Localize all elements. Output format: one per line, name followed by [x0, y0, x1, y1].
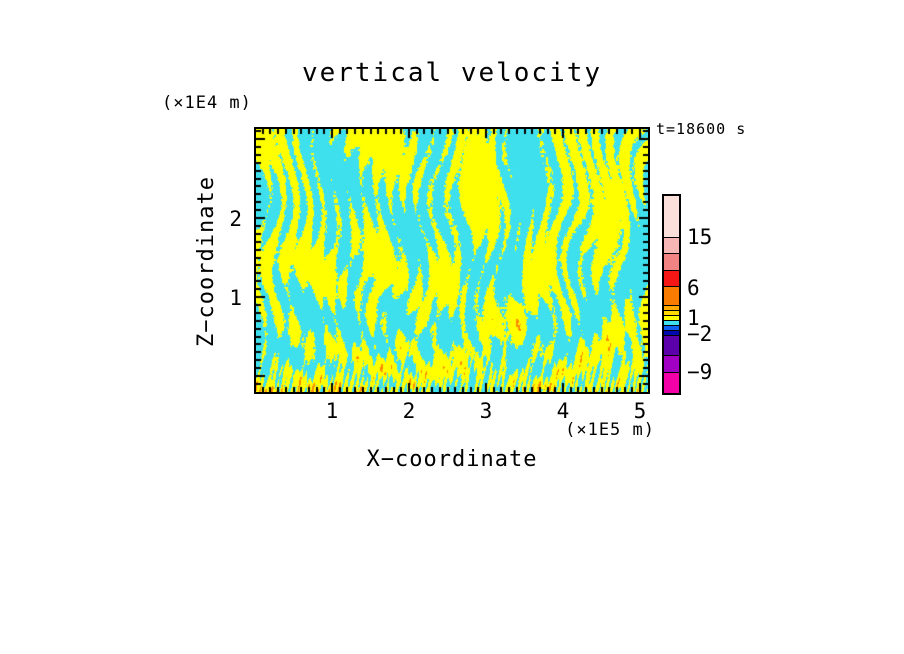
plot-frame — [254, 127, 650, 394]
colorbar-segment — [664, 331, 679, 336]
timestamp-annotation: t=18600 s — [656, 120, 747, 138]
x-tick-label: 3 — [479, 399, 493, 423]
x-axis-units-label: (×1E5 m) — [565, 420, 655, 440]
colorbar-segment — [664, 321, 679, 326]
colorbar — [662, 194, 681, 395]
x-tick-label: 5 — [633, 399, 647, 423]
x-tick-label: 2 — [402, 399, 416, 423]
y-axis-units-label: (×1E4 m) — [162, 93, 252, 113]
x-tick-label: 1 — [325, 399, 339, 423]
colorbar-segment — [664, 356, 679, 373]
x-axis-title: X−coordinate — [366, 447, 538, 472]
colorbar-segment — [664, 254, 679, 271]
colorbar-segment — [664, 326, 679, 331]
colorbar-label: 6 — [687, 276, 700, 300]
y-axis-title: Z−coordinate — [194, 176, 219, 347]
colorbar-segment — [664, 336, 679, 356]
y-tick-label: 2 — [229, 207, 242, 231]
y-tick-label: 1 — [229, 286, 242, 310]
x-tick-label: 4 — [556, 399, 570, 423]
plot-title: vertical velocity — [301, 58, 603, 88]
colorbar-segment — [664, 311, 679, 316]
colorbar-segment — [664, 287, 679, 306]
colorbar-segment — [664, 196, 679, 238]
colorbar-label: −2 — [687, 322, 713, 346]
colorbar-segment — [664, 271, 679, 287]
heatmap-canvas — [256, 129, 648, 392]
colorbar-label: −9 — [687, 360, 713, 384]
colorbar-segment — [664, 306, 679, 311]
colorbar-label: 15 — [687, 225, 713, 249]
colorbar-segment — [664, 238, 679, 254]
colorbar-segment — [664, 316, 679, 321]
colorbar-segment — [664, 373, 679, 393]
colorbar-label: 1 — [687, 306, 700, 330]
